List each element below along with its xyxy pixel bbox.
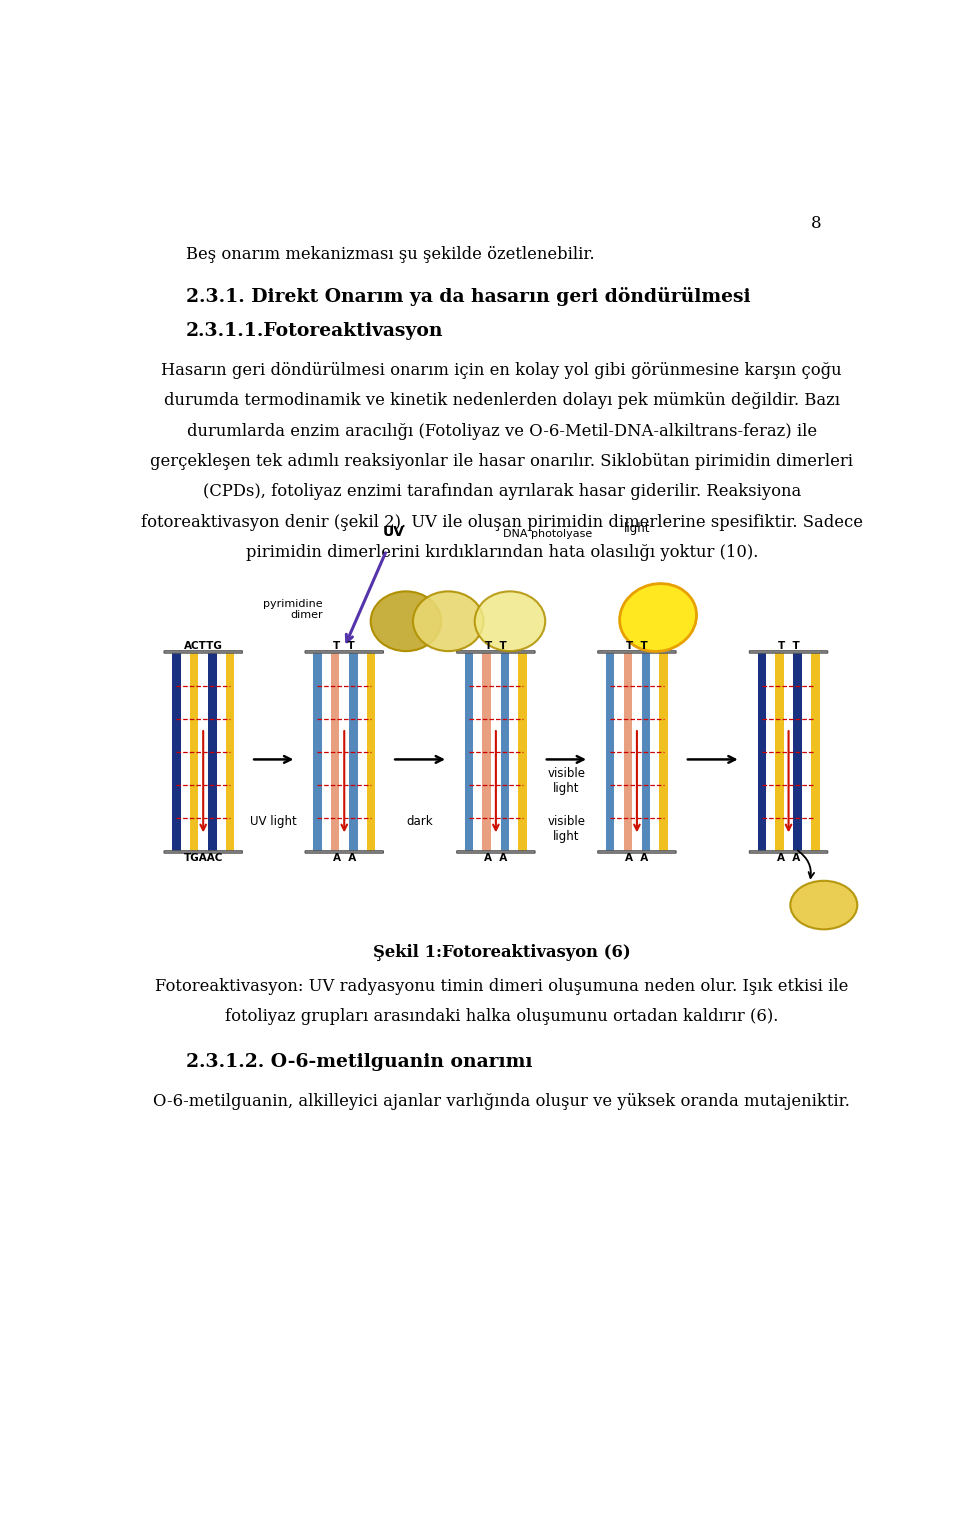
Text: 2.3.1. Direkt Onarım ya da hasarın geri döndürülmesi: 2.3.1. Direkt Onarım ya da hasarın geri … bbox=[186, 287, 751, 307]
Text: DNA photolyase: DNA photolyase bbox=[503, 530, 592, 539]
FancyBboxPatch shape bbox=[598, 852, 676, 853]
Ellipse shape bbox=[474, 592, 545, 652]
Bar bbox=[624, 653, 632, 852]
Bar bbox=[465, 653, 473, 852]
Text: Beş onarım mekanizması şu şekilde özetlenebilir.: Beş onarım mekanizması şu şekilde özetle… bbox=[186, 246, 594, 264]
Bar bbox=[794, 653, 802, 852]
Text: UV light: UV light bbox=[251, 815, 297, 829]
Bar bbox=[208, 653, 217, 852]
Text: (CPDs), fotoliyaz enzimi tarafından ayrılarak hasar giderilir. Reaksiyona: (CPDs), fotoliyaz enzimi tarafından ayrı… bbox=[203, 484, 801, 501]
Bar bbox=[811, 653, 820, 852]
Bar bbox=[313, 653, 322, 852]
Text: visible
light: visible light bbox=[547, 768, 586, 795]
Text: light: light bbox=[624, 522, 650, 536]
Bar bbox=[775, 653, 783, 852]
Text: Fotoreaktivasyon: UV radyasyonu timin dimeri oluşumuna neden olur. Işık etkisi i: Fotoreaktivasyon: UV radyasyonu timin di… bbox=[155, 978, 849, 995]
Bar bbox=[190, 653, 199, 852]
Text: durumlarda enzim aracılığı (Fotoliyaz ve O-6-Metil-DNA-alkiltrans-feraz) ile: durumlarda enzim aracılığı (Fotoliyaz ve… bbox=[186, 423, 817, 439]
Text: A  A: A A bbox=[625, 853, 649, 862]
FancyBboxPatch shape bbox=[457, 852, 535, 853]
Text: ACTTG: ACTTG bbox=[183, 641, 223, 652]
FancyBboxPatch shape bbox=[750, 650, 828, 653]
Text: durumda termodinamik ve kinetik nedenlerden dolayı pek mümkün değildir. Bazı: durumda termodinamik ve kinetik nedenler… bbox=[164, 392, 840, 409]
Text: O-6-metilguanin, alkilleyici ajanlar varlığında oluşur ve yüksek oranda mutajeni: O-6-metilguanin, alkilleyici ajanlar var… bbox=[154, 1093, 851, 1111]
FancyBboxPatch shape bbox=[164, 650, 242, 653]
Bar bbox=[172, 653, 180, 852]
Bar bbox=[757, 653, 766, 852]
Ellipse shape bbox=[790, 881, 857, 929]
Text: UV: UV bbox=[383, 525, 404, 539]
Bar bbox=[501, 653, 509, 852]
Bar bbox=[660, 653, 668, 852]
Text: 2.3.1.2. O-6-metilguanin onarımı: 2.3.1.2. O-6-metilguanin onarımı bbox=[186, 1053, 533, 1071]
Text: TGAAC: TGAAC bbox=[183, 853, 223, 862]
Text: fotoreaktivasyon denir (şekil 2). UV ile oluşan pirimidin dimerlerine spesifikti: fotoreaktivasyon denir (şekil 2). UV ile… bbox=[141, 514, 863, 531]
Text: pirimidin dimerlerini kırdıklarından hata olasılığı yoktur (10).: pirimidin dimerlerini kırdıklarından hat… bbox=[246, 545, 757, 562]
Text: gerçekleşen tek adımlı reaksiyonlar ile hasar onarılır. Siklobütan pirimidin dim: gerçekleşen tek adımlı reaksiyonlar ile … bbox=[150, 453, 853, 470]
Bar bbox=[226, 653, 234, 852]
Text: fotoliyaz grupları arasındaki halka oluşumunu ortadan kaldırır (6).: fotoliyaz grupları arasındaki halka oluş… bbox=[225, 1009, 779, 1025]
Text: Hasarın geri döndürülmesi onarım için en kolay yol gibi görünmesine karşın çoğu: Hasarın geri döndürülmesi onarım için en… bbox=[161, 362, 842, 378]
Ellipse shape bbox=[371, 592, 442, 652]
FancyBboxPatch shape bbox=[750, 852, 828, 853]
Text: T  T: T T bbox=[626, 641, 648, 652]
Bar bbox=[349, 653, 358, 852]
Text: Şekil 1:Fotoreaktivasyon (6): Şekil 1:Fotoreaktivasyon (6) bbox=[372, 945, 631, 961]
Bar bbox=[642, 653, 650, 852]
Text: A  A: A A bbox=[777, 853, 801, 862]
Bar bbox=[606, 653, 614, 852]
FancyBboxPatch shape bbox=[305, 650, 383, 653]
Text: A  A: A A bbox=[332, 853, 356, 862]
Bar bbox=[331, 653, 339, 852]
Text: 2.3.1.1.Fotoreaktivasyon: 2.3.1.1.Fotoreaktivasyon bbox=[186, 322, 444, 340]
Text: T  T: T T bbox=[778, 641, 800, 652]
Ellipse shape bbox=[619, 583, 697, 652]
Text: visible
light: visible light bbox=[547, 815, 586, 844]
Ellipse shape bbox=[413, 592, 484, 652]
Text: T  T: T T bbox=[333, 641, 355, 652]
Bar bbox=[367, 653, 375, 852]
Text: T  T: T T bbox=[485, 641, 507, 652]
Text: pyrimidine
dimer: pyrimidine dimer bbox=[263, 598, 324, 621]
Text: dark: dark bbox=[407, 815, 433, 829]
Text: 8: 8 bbox=[811, 215, 822, 232]
FancyBboxPatch shape bbox=[598, 650, 676, 653]
FancyBboxPatch shape bbox=[457, 650, 535, 653]
FancyBboxPatch shape bbox=[305, 852, 383, 853]
FancyBboxPatch shape bbox=[164, 852, 242, 853]
Bar bbox=[483, 653, 491, 852]
Text: A  A: A A bbox=[484, 853, 508, 862]
Bar bbox=[518, 653, 527, 852]
